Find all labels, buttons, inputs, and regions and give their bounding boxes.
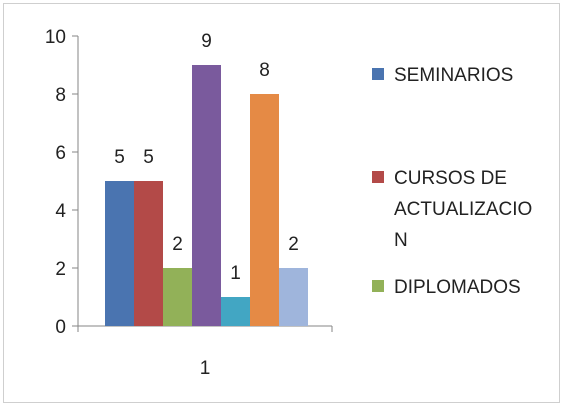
legend-label: ACTUALIZACIO xyxy=(394,199,532,220)
bar xyxy=(250,94,279,326)
chart-frame xyxy=(3,3,560,403)
bar xyxy=(105,181,134,326)
legend-swatch xyxy=(372,68,384,80)
legend-label: CURSOS DE xyxy=(394,168,507,189)
bar xyxy=(192,65,221,326)
data-label: 9 xyxy=(201,31,212,52)
data-label: 5 xyxy=(143,147,154,168)
y-tick-label: 6 xyxy=(55,143,66,164)
legend-label: SEMINARIOS xyxy=(394,65,513,86)
x-category-label: 1 xyxy=(200,358,211,379)
legend-label: DIPLOMADOS xyxy=(394,277,521,298)
legend-swatch xyxy=(372,171,384,183)
legend-swatch xyxy=(372,280,384,292)
data-label: 5 xyxy=(114,147,125,168)
bar xyxy=(221,297,250,326)
y-tick-label: 10 xyxy=(45,27,66,48)
y-tick-label: 0 xyxy=(55,317,66,338)
data-label: 8 xyxy=(259,60,270,81)
bar xyxy=(134,181,163,326)
legend-label: N xyxy=(394,230,408,251)
y-tick-label: 8 xyxy=(55,85,66,106)
bar xyxy=(163,268,192,326)
data-label: 2 xyxy=(288,234,299,255)
y-tick-label: 4 xyxy=(55,201,66,222)
bar xyxy=(279,268,308,326)
data-label: 2 xyxy=(172,234,183,255)
data-label: 1 xyxy=(230,263,241,284)
y-tick-label: 2 xyxy=(55,259,66,280)
